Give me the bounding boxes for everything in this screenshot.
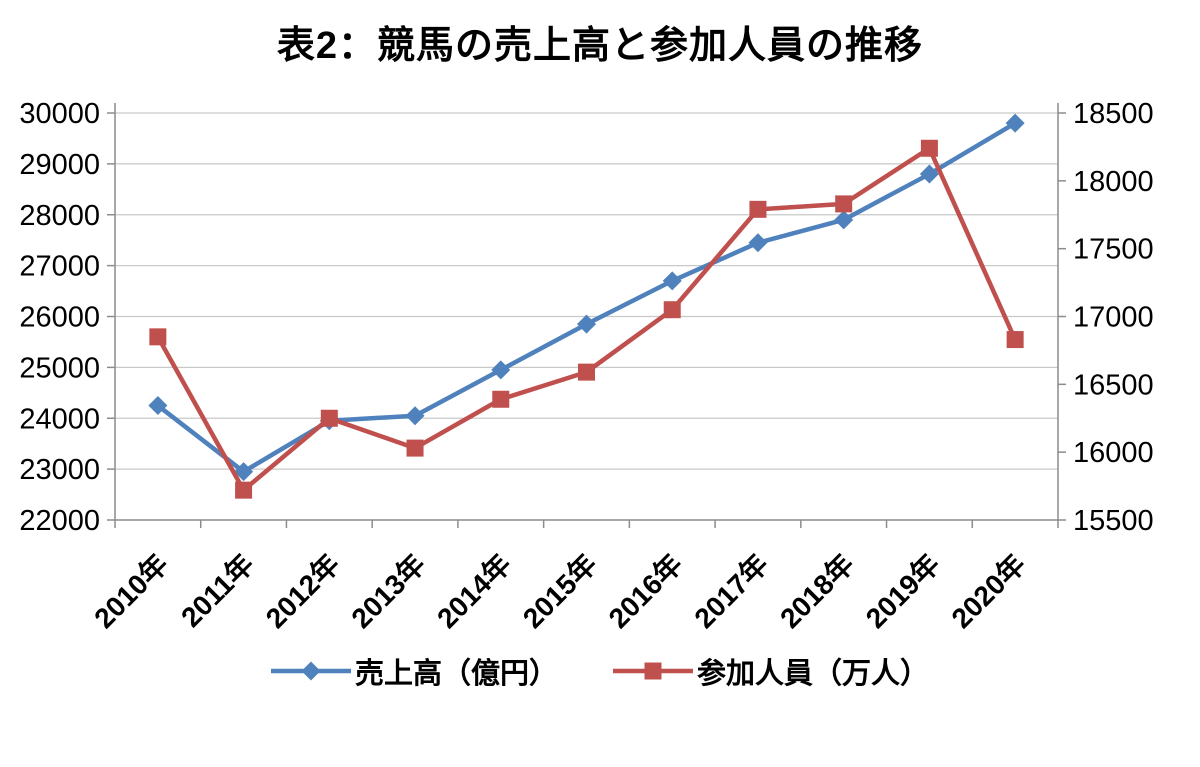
marker-diamond	[405, 406, 425, 426]
marker-square	[149, 328, 167, 346]
x-category-label: 2017年	[688, 548, 774, 634]
chart-legend: 売上高（億円） 参加人員（万人）	[0, 650, 1200, 692]
chart-canvas: 22000 23000 24000 25000 26000 27000 28000 29000…	[19, 98, 1154, 634]
marker-diamond	[234, 462, 254, 482]
marker-square	[406, 439, 424, 457]
y-right-tick-label: 16000	[1073, 437, 1154, 469]
y-right-tick-label: 16500	[1073, 369, 1154, 401]
legend-swatch-diamond	[270, 661, 351, 681]
y-right-tick-label: 18500	[1073, 98, 1154, 130]
y-left-tick-label: 29000	[19, 149, 100, 181]
marker-square	[320, 409, 338, 427]
y-right-tick-label: 18000	[1073, 166, 1154, 198]
chart-title: 表2：競馬の売上高と参加人員の推移	[276, 25, 924, 67]
y-right-tick-label: 17500	[1073, 234, 1154, 266]
x-category-label: 2016年	[602, 548, 688, 634]
x-category-label: 2014年	[431, 548, 517, 634]
marker-square	[578, 363, 595, 381]
marker-diamond	[491, 360, 511, 380]
y-left-tick-label: 28000	[19, 200, 100, 232]
marker-diamond	[919, 164, 939, 184]
marker-square	[235, 481, 253, 499]
marker-square	[920, 139, 938, 157]
y-left-tick-label: 26000	[19, 302, 100, 334]
legend-item-1: 参加人員（万人）	[613, 650, 929, 692]
y-left-tick-label: 24000	[19, 403, 100, 435]
marker-diamond	[748, 233, 768, 253]
marker-square	[663, 301, 681, 319]
marker-square	[835, 195, 853, 213]
x-category-label: 2012年	[259, 548, 345, 634]
x-category-label: 2015年	[516, 548, 602, 634]
legend-swatch-square	[613, 662, 693, 680]
y-left-tick-label: 30000	[19, 98, 100, 130]
marker-diamond	[577, 314, 596, 334]
y-left-tick-label: 22000	[19, 505, 100, 537]
y-left-tick-label: 23000	[19, 454, 100, 486]
x-category-label: 2018年	[773, 548, 859, 634]
x-category-label: 2013年	[345, 548, 431, 634]
legend-label: 参加人員（万人）	[697, 658, 930, 690]
y-right-tick-label: 15500	[1073, 505, 1154, 537]
x-category-label: 2011年	[174, 548, 259, 633]
x-category-label: 2019年	[859, 548, 945, 634]
marker-diamond	[148, 396, 168, 416]
y-right-tick-label: 17000	[1073, 302, 1154, 334]
legend-label: 売上高（億円）	[354, 658, 558, 690]
marker-diamond	[1005, 113, 1025, 133]
marker-square	[749, 200, 767, 218]
x-category-label: 2010年	[88, 548, 174, 634]
y-left-tick-label: 25000	[19, 352, 100, 384]
legend-marker-square	[644, 662, 662, 680]
marker-diamond	[834, 210, 854, 230]
legend-item-0: 売上高（億円）	[270, 650, 558, 692]
marker-square	[1006, 331, 1024, 349]
marker-diamond	[662, 271, 682, 291]
y-left-tick-label: 27000	[19, 251, 100, 283]
chart-container: 表2：競馬の売上高と参加人員の推移 22000 23000 24000 25000 26…	[0, 14, 1200, 767]
legend-marker-diamond	[301, 661, 321, 681]
marker-square	[492, 390, 510, 408]
x-category-label: 2020年	[945, 548, 1031, 634]
